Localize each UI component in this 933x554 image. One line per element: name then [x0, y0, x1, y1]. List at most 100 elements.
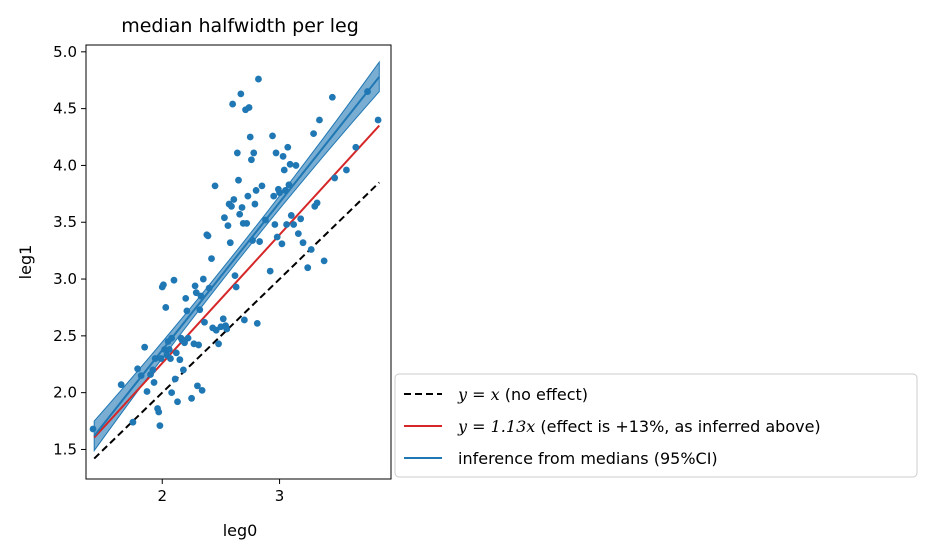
scatter-point: [172, 349, 180, 357]
scatter-point: [243, 219, 251, 227]
scatter-point: [272, 149, 280, 157]
scatter-point: [256, 238, 264, 245]
scatter-point: [248, 156, 255, 164]
x-axis-label: leg0: [223, 521, 258, 540]
scatter-point: [320, 257, 328, 265]
y-tick-label: 3.0: [53, 270, 77, 288]
scatter-point: [224, 222, 232, 230]
scatter-point: [231, 272, 239, 280]
y-tick-label: 1.5: [53, 440, 77, 458]
scatter-point: [141, 343, 149, 351]
scatter-point: [117, 381, 125, 389]
scatter-point: [212, 326, 220, 334]
scatter-point: [266, 267, 274, 275]
scatter-point: [230, 196, 238, 203]
scatter-point: [316, 116, 323, 124]
legend-frame: [394, 373, 918, 478]
y-tick-label: 3.5: [53, 213, 77, 231]
y-tick-label: 2.5: [53, 327, 77, 345]
scatter-point: [310, 130, 317, 138]
scatter-point: [167, 355, 174, 362]
scatter-point: [184, 334, 192, 342]
scatter-point: [271, 221, 279, 228]
scatter-point: [208, 255, 215, 262]
legend-text: inference from medians (95%CI): [458, 449, 718, 468]
scatter-point: [245, 104, 253, 111]
legend: y = x (no effect) y = 1.13x (effect is +1…: [394, 373, 918, 478]
scatter-point: [328, 93, 336, 101]
scatter-point: [279, 152, 287, 160]
scatter-point: [278, 240, 286, 248]
y-tick-label: 5.0: [53, 43, 77, 61]
scatter-point: [182, 294, 190, 302]
scatter-point: [236, 210, 244, 218]
scatter-point: [150, 379, 158, 386]
scatter-point: [179, 366, 187, 374]
effect-line: [93, 124, 381, 439]
scatter-point: [343, 166, 350, 174]
legend-label-identity: y = x (no effect): [457, 385, 588, 404]
scatter-point: [331, 174, 339, 182]
legend-label-inference: inference from medians (95%CI): [458, 449, 718, 468]
scatter-point: [204, 232, 212, 240]
scatter-point: [280, 166, 288, 174]
scatter-point: [299, 239, 307, 247]
scatter-point: [165, 346, 173, 353]
scatter-point: [290, 221, 298, 228]
legend-text: (effect is +13%, as inferred above): [535, 417, 820, 436]
scatter-point: [276, 189, 283, 197]
scatter-point: [196, 306, 204, 314]
scatter-point: [313, 199, 321, 207]
scatter-point: [143, 388, 151, 395]
scatter-point: [240, 316, 248, 324]
scatter-point: [270, 192, 278, 200]
scatter-point: [219, 315, 227, 323]
scatter-point: [285, 181, 293, 189]
scatter-point: [286, 160, 294, 168]
scatter-point: [284, 143, 292, 151]
scatter-point: [129, 418, 137, 426]
scatter-point: [297, 215, 305, 223]
scatter-point: [253, 319, 261, 327]
inference-line: [93, 76, 381, 437]
scatter-point: [283, 221, 290, 228]
x-tick-label: 3: [275, 487, 285, 505]
scatter-point: [287, 212, 295, 219]
scatter-point: [307, 246, 315, 253]
x-tick-label: 2: [157, 487, 167, 505]
scatter-point: [201, 318, 208, 326]
plot-area-frame: [85, 44, 392, 480]
scatter-point: [174, 398, 181, 406]
scatter-point: [188, 394, 195, 402]
scatter-point: [273, 233, 281, 241]
scatter-point: [294, 230, 302, 237]
scatter-point: [232, 283, 240, 291]
y-tick-label: 4.5: [53, 100, 77, 118]
scatter-point: [226, 239, 234, 247]
scatter-point: [292, 162, 300, 169]
legend-math: y = 1.13x: [457, 417, 535, 436]
y-axis-label: leg1: [16, 245, 35, 280]
scatter-point: [191, 282, 199, 290]
scatter-point: [221, 214, 228, 222]
scatter-point: [352, 143, 360, 151]
scatter-point: [199, 275, 207, 283]
scatter-point: [89, 425, 97, 433]
scatter-point: [198, 386, 206, 394]
scatter-point: [194, 382, 201, 390]
scatter-point: [168, 389, 176, 397]
scatter-point: [176, 356, 184, 364]
y-tick-label: 2.0: [53, 384, 77, 402]
scatter-point: [223, 325, 231, 333]
scatter-point: [171, 375, 179, 383]
scatter-point: [192, 289, 200, 297]
scatter-point: [160, 281, 167, 289]
legend-text: (no effect): [500, 385, 588, 404]
scatter-point: [252, 187, 260, 194]
scatter-point: [156, 422, 164, 430]
scatter-point: [250, 149, 258, 157]
scatter-point: [162, 304, 170, 311]
scatter-point: [157, 355, 165, 362]
scatter-point: [134, 365, 142, 373]
